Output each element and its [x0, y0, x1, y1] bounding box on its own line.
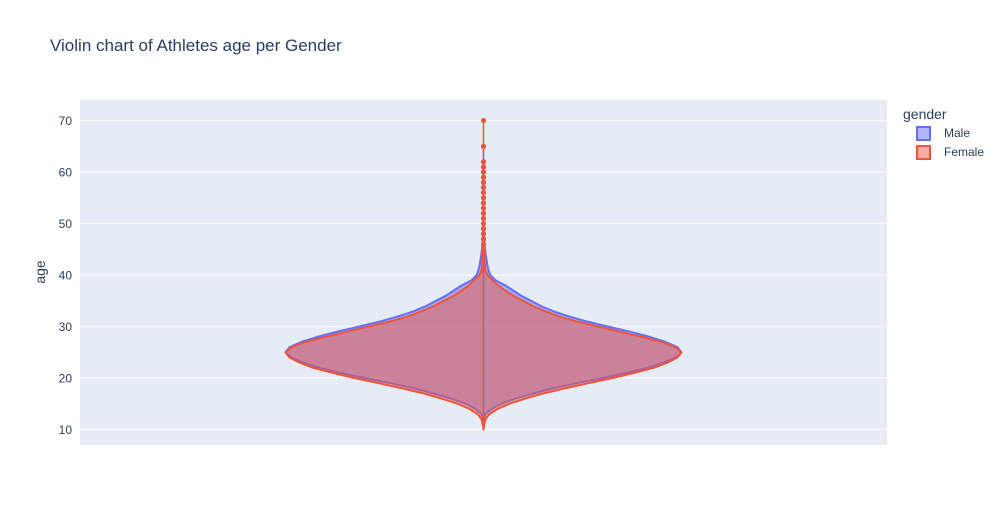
legend-item-female[interactable]: Female	[916, 145, 984, 160]
outlier-point-female[interactable]	[480, 205, 487, 211]
outlier-point-female[interactable]	[480, 236, 487, 242]
outlier-point-female[interactable]	[480, 195, 487, 201]
y-tick-label-10: 10	[59, 423, 73, 437]
violins	[284, 117, 683, 431]
outlier-point-female[interactable]	[480, 184, 487, 191]
outlier-point-female[interactable]	[480, 159, 487, 165]
y-tick-label-40: 40	[59, 269, 73, 283]
outlier-point-female[interactable]	[480, 190, 487, 196]
y-tick-label-30: 30	[59, 320, 73, 334]
outlier-point-female[interactable]	[480, 174, 487, 180]
outlier-point-female[interactable]	[480, 267, 487, 273]
outlier-point-female[interactable]	[480, 251, 487, 258]
y-tick-label-70: 70	[59, 114, 73, 128]
outlier-point-female[interactable]	[480, 241, 487, 247]
outlier-point-female[interactable]	[480, 226, 487, 232]
outlier-point-female[interactable]	[480, 262, 487, 268]
legend[interactable]: gender Male Female	[903, 106, 984, 160]
outlier-point-female[interactable]	[480, 246, 487, 252]
outlier-point-female[interactable]	[480, 143, 487, 149]
outlier-point-female[interactable]	[480, 231, 487, 237]
legend-title: gender	[903, 106, 947, 122]
legend-swatch-male	[916, 126, 931, 141]
min-point-female[interactable]	[480, 416, 487, 422]
y-tick-label-50: 50	[59, 217, 73, 231]
outlier-point-female[interactable]	[480, 257, 487, 263]
outlier-point-female[interactable]	[480, 215, 487, 222]
y-tick-label-20: 20	[59, 372, 73, 386]
outlier-point-female[interactable]	[480, 220, 487, 227]
outlier-point-female[interactable]	[480, 200, 487, 206]
y-tick-label-60: 60	[59, 166, 73, 180]
legend-item-male[interactable]: Male	[916, 126, 970, 141]
outlier-point-female[interactable]	[480, 169, 487, 175]
legend-swatch-female	[916, 145, 931, 160]
outlier-point-female[interactable]	[480, 210, 487, 216]
legend-label-male: Male	[944, 126, 970, 140]
legend-label-female: Female	[944, 145, 984, 159]
chart-title: Violin chart of Athletes age per Gender	[50, 36, 342, 55]
y-axis-label: age	[32, 260, 48, 284]
y-tick-labels: 10 20 30 40 50 60 70	[59, 114, 73, 437]
outlier-point-female[interactable]	[480, 164, 487, 170]
legend-items[interactable]: Male Female	[916, 126, 984, 160]
outlier-point-female[interactable]	[480, 179, 487, 185]
outlier-point-female[interactable]	[480, 117, 487, 124]
